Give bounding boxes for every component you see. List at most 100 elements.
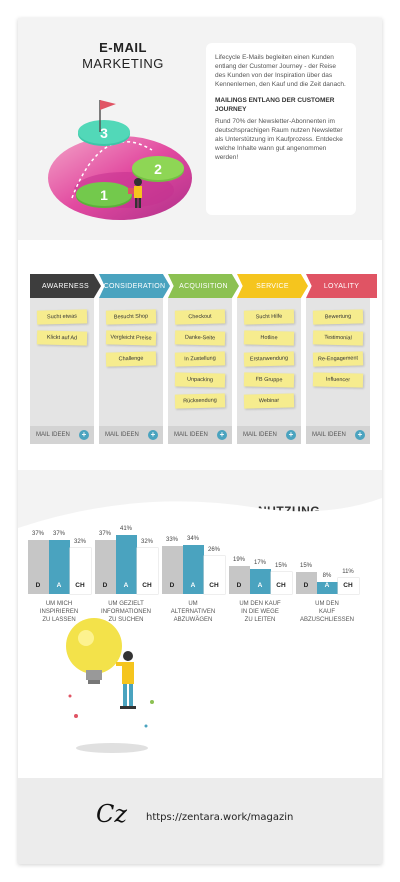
bar-value-label: 37% <box>98 531 111 538</box>
intro-text: Lifecycle E-Mails begleiten einen Kunden… <box>215 54 346 88</box>
brand-logo: Cz <box>96 800 128 828</box>
category-label: UM DEN KAUF IN DIE WEGE ZU LEITEN <box>225 600 295 624</box>
category-label-line: ZU LEITEN <box>244 617 276 623</box>
category-label-line: UM <box>188 601 198 607</box>
bar-ch <box>204 556 225 594</box>
mail-ideas-button[interactable]: MAIL IDEEN + <box>168 426 232 444</box>
series-label: CH <box>209 582 219 589</box>
footer: Cz https://zentara.work/magazin <box>18 778 382 864</box>
series-label: CH <box>276 582 286 589</box>
bar-value-label: 33% <box>165 537 178 544</box>
bar-d <box>28 540 49 594</box>
person-figure <box>128 178 142 208</box>
bar-a <box>183 544 204 594</box>
bar-value-label: 34% <box>186 535 199 542</box>
bar-value-label: 17% <box>253 560 266 567</box>
stage-header-1: AWARENESS <box>30 274 101 298</box>
plus-icon: + <box>217 430 227 440</box>
sticky-note: Sucht etwas <box>36 309 88 325</box>
step-3-label: 3 <box>100 125 108 141</box>
category-label-line: INFORMATIONEN <box>101 609 151 615</box>
sticky-note: Influencer <box>312 372 364 388</box>
sticky-note: Webinar <box>243 393 295 409</box>
category-label-line: UM GEZIELT <box>108 601 144 607</box>
intro-box: Lifecycle E-Mails begleiten einen Kunden… <box>206 43 356 215</box>
bar-value-label: 15% <box>274 563 287 570</box>
flag-icon <box>100 100 116 110</box>
bar-ch <box>70 547 91 594</box>
series-label: D <box>236 582 242 589</box>
infographic-card: E-MAIL MARKETING 3 2 1 <box>18 18 382 864</box>
bar-value-label: 19% <box>232 557 245 564</box>
mail-ideas-button[interactable]: MAIL IDEEN + <box>306 426 370 444</box>
series-label: A <box>190 582 196 589</box>
series-label: A <box>324 582 330 589</box>
bar-d <box>229 566 250 594</box>
bar-d <box>162 546 183 594</box>
sticky-note: Checkout <box>174 309 226 325</box>
bar-d <box>95 540 116 594</box>
bar-value-label: 32% <box>73 538 86 545</box>
category-label-line: UM DEN <box>315 601 339 607</box>
stage-header-5: LOYALITY <box>306 274 377 298</box>
mail-ideas-button[interactable]: MAIL IDEEN + <box>99 426 163 444</box>
category-label: UM ALTERNATIVEN ABZUWÄGEN <box>158 600 228 624</box>
mail-ideas-label: MAIL IDEEN <box>243 432 277 438</box>
mail-ideas-label: MAIL IDEEN <box>36 432 70 438</box>
sticky-note: Testimonial <box>312 330 364 346</box>
series-label: CH <box>343 582 353 589</box>
bar-value-label: 37% <box>31 531 44 538</box>
bar-value-label: 26% <box>207 547 220 554</box>
sticky-note: Hotline <box>243 330 295 346</box>
title-bold: E-MAIL <box>99 40 147 55</box>
category-label-line: ABZUWÄGEN <box>173 617 213 623</box>
sticky-note: Vergleicht Preise <box>105 330 157 346</box>
bar-d <box>296 572 317 594</box>
mail-ideas-button[interactable]: MAIL IDEEN + <box>237 426 301 444</box>
category-label-line: IN DIE WEGE <box>241 609 279 615</box>
page-title: E-MAIL MARKETING <box>58 40 188 71</box>
series-label: A <box>123 582 129 589</box>
category-label-line: ZU LASSEN <box>42 617 76 623</box>
bar-value-label: 37% <box>52 531 65 538</box>
category-label-line: ZU SUCHEN <box>108 617 144 623</box>
bar-value-label: 41% <box>119 525 132 532</box>
category-label: UM MICH INSPIRIEREN ZU LASSEN <box>24 600 94 624</box>
bar-value-label: 11% <box>342 569 354 576</box>
category-label: UM DEN KAUF ABZUSCHLIESSEN <box>292 600 362 624</box>
sticky-note: In Zustellung <box>174 351 226 367</box>
sticky-note: Rücksendung <box>174 393 226 409</box>
bulb-icon <box>66 618 122 674</box>
title-light: MARKETING <box>82 56 164 71</box>
bar-a <box>116 534 137 594</box>
category-label-line: INSPIRIEREN <box>39 609 79 615</box>
stage-header-3: ACQUISITION <box>168 274 239 298</box>
mail-ideas-label: MAIL IDEEN <box>312 432 346 438</box>
bar-ch <box>137 547 158 594</box>
bar-ch <box>271 572 292 594</box>
sticky-note: Bewertung <box>312 309 364 325</box>
step-2-label: 2 <box>154 161 162 177</box>
mail-ideas-button[interactable]: MAIL IDEEN + <box>30 426 94 444</box>
bar-ch <box>338 578 359 594</box>
stage-header-4: SERVICE <box>237 274 308 298</box>
bar-value-label: 15% <box>299 563 312 570</box>
footer-url-link[interactable]: https://zentara.work/magazin <box>146 812 294 823</box>
plus-icon: + <box>286 430 296 440</box>
category-label-line: ABZUSCHLIESSEN <box>299 617 354 623</box>
plus-icon: + <box>79 430 89 440</box>
series-label: D <box>102 582 108 589</box>
series-label: A <box>257 582 263 589</box>
category-label-line: ALTERNATIVEN <box>170 609 216 615</box>
series-label: CH <box>142 582 152 589</box>
sticky-note: Sucht Hilfe <box>243 309 295 325</box>
sticky-note: Besucht Shop <box>105 309 157 325</box>
bar-a <box>250 569 271 594</box>
series-label: D <box>169 582 175 589</box>
mail-ideas-label: MAIL IDEEN <box>105 432 139 438</box>
bar-a <box>49 540 70 594</box>
bar-value-label: 32% <box>140 538 153 545</box>
hero-illustration: 3 2 1 <box>48 100 192 220</box>
series-label: A <box>56 582 62 589</box>
series-label: D <box>303 582 309 589</box>
